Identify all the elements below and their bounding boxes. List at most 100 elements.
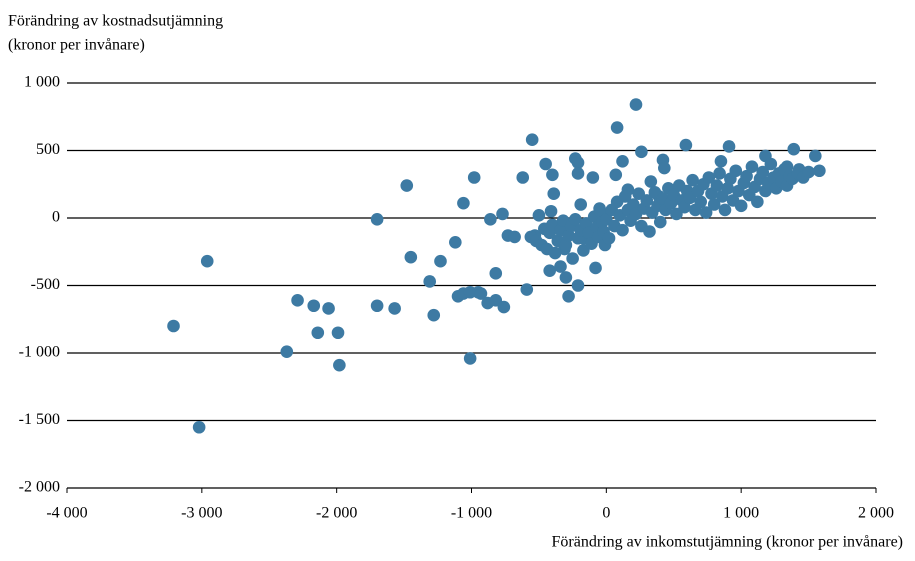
point	[544, 204, 558, 218]
x-tick-label: -3 000	[181, 505, 222, 522]
point	[449, 236, 462, 249]
point	[610, 121, 624, 134]
point	[291, 294, 304, 307]
y-tick-label: -1 000	[19, 344, 60, 361]
point	[463, 352, 477, 365]
y-axis-unit: (kronor per invånare)	[8, 37, 145, 54]
point	[569, 213, 582, 226]
point	[710, 179, 724, 192]
point	[559, 271, 573, 284]
point	[370, 299, 384, 313]
point	[740, 169, 753, 183]
point	[694, 195, 708, 209]
point	[722, 140, 736, 153]
point	[280, 345, 294, 358]
point	[809, 149, 822, 163]
x-tick-label: 0	[602, 505, 610, 522]
y-tick-label: -1 500	[19, 411, 60, 428]
point	[713, 167, 726, 180]
point	[311, 326, 325, 340]
point	[496, 207, 509, 221]
point	[167, 319, 180, 333]
point	[566, 252, 579, 265]
point	[589, 261, 602, 275]
point	[586, 171, 600, 184]
point	[571, 167, 585, 180]
point	[616, 223, 629, 237]
point	[635, 145, 648, 159]
point	[658, 161, 671, 175]
point	[427, 308, 441, 322]
point	[699, 206, 713, 219]
point	[813, 164, 826, 178]
point	[520, 283, 534, 296]
point	[729, 164, 743, 178]
point	[802, 165, 815, 179]
point	[388, 302, 401, 315]
point	[618, 190, 632, 203]
point	[331, 326, 345, 340]
x-tick-label: 2 000	[858, 505, 894, 522]
point	[489, 267, 503, 280]
point	[333, 358, 346, 372]
point	[548, 246, 562, 260]
x-tick-label: -1 000	[451, 505, 492, 522]
point	[543, 264, 557, 277]
point	[764, 157, 778, 171]
y-tick-label: -500	[31, 276, 60, 293]
y-axis-label: Förändring av kostnadsutjämning	[8, 13, 223, 30]
point	[616, 155, 629, 168]
point	[640, 194, 654, 207]
y-tick-label: -2 000	[19, 479, 60, 496]
point	[192, 420, 206, 434]
point	[702, 171, 716, 184]
point	[679, 138, 693, 152]
x-tick-label: -4 000	[46, 505, 87, 522]
point	[484, 213, 497, 226]
point	[562, 229, 575, 242]
point	[562, 290, 575, 303]
point	[467, 171, 481, 184]
point	[474, 287, 488, 300]
y-tick-label: 500	[36, 141, 60, 158]
point	[571, 156, 585, 169]
point	[571, 279, 585, 292]
point	[734, 199, 748, 213]
point	[787, 142, 801, 156]
point	[434, 254, 447, 268]
point	[539, 157, 552, 171]
point	[602, 231, 616, 245]
point	[644, 175, 658, 188]
point	[516, 171, 530, 184]
point	[718, 203, 732, 217]
x-axis-label: Förändring av inkomstutjämning (kronor p…	[552, 534, 903, 551]
point	[554, 260, 567, 273]
point	[525, 133, 539, 146]
point	[559, 238, 573, 252]
point	[609, 168, 623, 182]
point	[400, 179, 414, 192]
point	[322, 302, 335, 315]
y-tick-label: 1 000	[24, 74, 60, 91]
point	[756, 165, 770, 179]
point	[627, 198, 640, 211]
point	[686, 173, 699, 187]
point	[707, 198, 721, 211]
point	[653, 215, 667, 229]
point	[508, 230, 521, 244]
point	[678, 200, 691, 214]
x-tick-label: -2 000	[316, 505, 357, 522]
point	[751, 195, 764, 209]
point	[643, 225, 656, 238]
point	[714, 155, 728, 168]
point	[574, 198, 588, 211]
point	[457, 196, 470, 210]
point	[307, 299, 321, 313]
point	[546, 168, 559, 182]
x-tick-label: 1 000	[723, 505, 759, 522]
point	[745, 160, 759, 173]
point	[547, 187, 561, 200]
point	[497, 300, 511, 314]
point	[423, 275, 437, 288]
